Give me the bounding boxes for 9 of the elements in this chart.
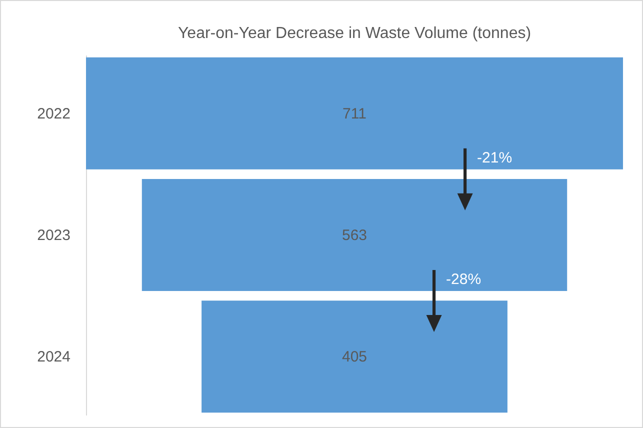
- data-label: 563: [342, 227, 368, 244]
- category-label: 2023: [37, 227, 70, 244]
- data-label: 405: [342, 348, 368, 366]
- text: -21%: [477, 149, 512, 166]
- text: Year-on-Year Decrease in Waste Volume (tonnes): [178, 25, 532, 42]
- data-label: 711: [342, 105, 366, 122]
- category-label: 2024: [37, 348, 70, 366]
- text: -28%: [446, 271, 482, 288]
- category-label: 2022: [37, 105, 70, 122]
